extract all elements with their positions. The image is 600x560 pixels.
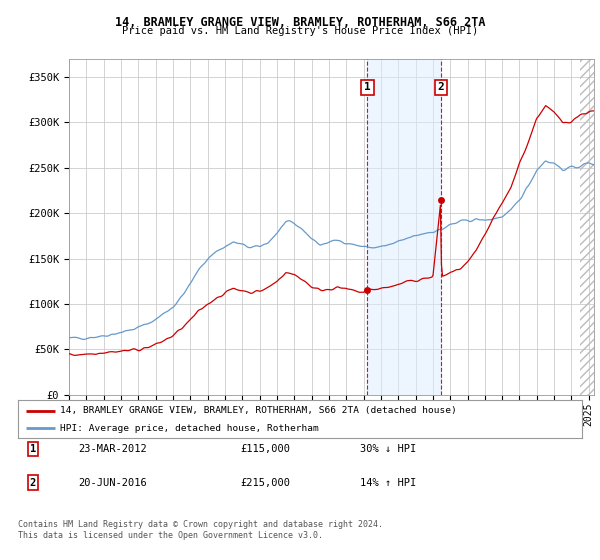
Text: 14, BRAMLEY GRANGE VIEW, BRAMLEY, ROTHERHAM, S66 2TA (detached house): 14, BRAMLEY GRANGE VIEW, BRAMLEY, ROTHER… (60, 406, 457, 415)
Text: HPI: Average price, detached house, Rotherham: HPI: Average price, detached house, Roth… (60, 424, 319, 433)
Text: 23-MAR-2012: 23-MAR-2012 (78, 444, 147, 454)
Bar (367, 59, 441, 395)
Text: 14% ↑ HPI: 14% ↑ HPI (360, 478, 416, 488)
Text: £115,000: £115,000 (240, 444, 290, 454)
Text: Contains HM Land Registry data © Crown copyright and database right 2024.: Contains HM Land Registry data © Crown c… (18, 520, 383, 529)
Text: 14, BRAMLEY GRANGE VIEW, BRAMLEY, ROTHERHAM, S66 2TA: 14, BRAMLEY GRANGE VIEW, BRAMLEY, ROTHER… (115, 16, 485, 29)
Text: 1: 1 (364, 82, 371, 92)
Text: Price paid vs. HM Land Registry's House Price Index (HPI): Price paid vs. HM Land Registry's House … (122, 26, 478, 36)
Text: 2: 2 (30, 478, 36, 488)
Text: 2: 2 (437, 82, 445, 92)
Text: 1: 1 (30, 444, 36, 454)
Text: This data is licensed under the Open Government Licence v3.0.: This data is licensed under the Open Gov… (18, 531, 323, 540)
Text: 30% ↓ HPI: 30% ↓ HPI (360, 444, 416, 454)
Text: £215,000: £215,000 (240, 478, 290, 488)
Text: 20-JUN-2016: 20-JUN-2016 (78, 478, 147, 488)
Bar (580, 59, 598, 395)
